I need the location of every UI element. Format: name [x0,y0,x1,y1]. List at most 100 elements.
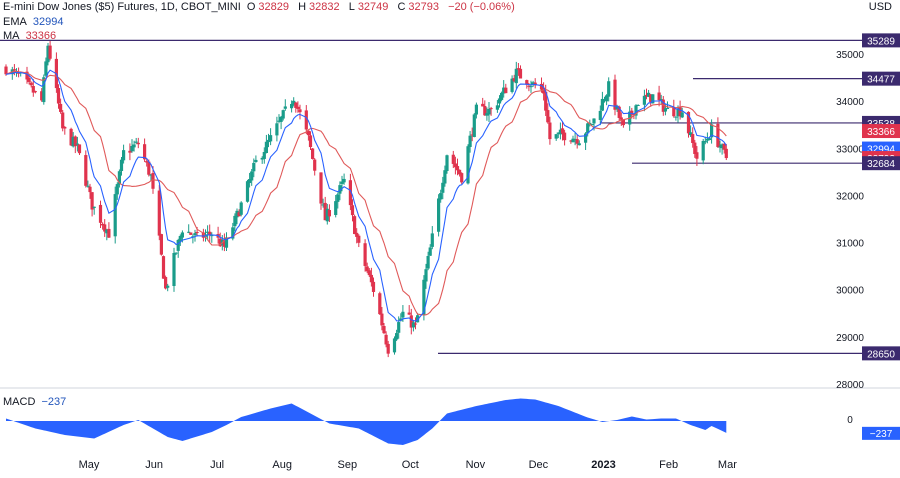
candle-body [275,123,279,136]
x-tick-label: Feb [659,459,678,471]
candle-body [613,79,617,110]
candle-body [56,88,61,104]
candle-body [254,159,258,163]
candle-body [113,194,117,237]
candle-body [77,144,82,154]
candle-body [151,173,155,189]
candle-body [527,85,531,87]
candle-body [455,166,460,171]
candle-body [500,92,504,100]
ema-value: 32994 [32,16,64,28]
candle-body [313,159,317,171]
candle-body [413,323,418,325]
price-label-text: 32994 [867,145,895,156]
candle-body [103,224,107,232]
candle-body [571,138,575,143]
candle-body [470,134,474,136]
candle-body [539,83,544,90]
candle-body [86,185,90,187]
y-tick-label: 31000 [836,239,864,250]
candle-body [510,78,514,92]
candle-body [290,103,294,109]
candle-body [458,169,462,175]
candle-body [659,99,663,101]
candle-body [395,333,399,340]
candle-body [296,106,300,109]
y-tick-label: 30000 [836,286,864,297]
candle-body [724,148,728,159]
candle-body [466,146,470,184]
macd-area [6,398,727,445]
candle-body [378,293,382,315]
ema-line [5,69,727,322]
candle-body [132,144,136,148]
candle-body [439,193,443,200]
candle-body [468,135,472,147]
candle-body [12,69,16,71]
candle-body [101,223,105,226]
candle-body [350,205,355,216]
candle-body [722,143,726,150]
x-tick-label: Dec [529,459,549,471]
candle-body [607,81,611,97]
candle-body [348,180,352,206]
candle-body [495,105,499,110]
candle-body [665,107,670,109]
candle-body [172,253,176,286]
candle-body [710,124,714,138]
candle-body [548,122,552,140]
ma-line [5,70,727,316]
candle-body [44,61,48,76]
candle-body [365,266,369,272]
candle-body [367,270,371,276]
candle-body [598,110,602,120]
price-label-box [862,124,900,139]
candle-body [644,94,649,97]
y-tick-label: 34000 [836,97,864,108]
candle-body [586,123,590,134]
candle-body [504,87,508,94]
candle-body [63,126,67,129]
macd-value: −237 [41,396,67,408]
candle-body [193,233,197,236]
candle-body [292,100,296,105]
candle-body [178,235,182,242]
macd-zero-tick: 0 [847,415,853,426]
y-tick-label: 29000 [836,333,864,344]
close-value: 32793 [408,1,440,13]
change-value: −20 (−0.06%) [448,1,515,13]
candle-body [164,277,168,289]
symbol-legend: E-mini Dow Jones ($5) Futures, 1D, CBOT_… [3,1,518,13]
candle-body [630,110,634,115]
candle-body [136,142,140,145]
candle-body [90,192,94,210]
candle-body [235,210,239,218]
candle-body [311,148,315,159]
candle-body [703,141,707,143]
open-value: 32829 [258,1,290,13]
candle-body [563,132,567,141]
candle-body [642,95,646,105]
candle-body [399,318,403,321]
candle-body [619,117,623,120]
x-tick-label: Jul [210,459,224,471]
currency-label: USD [868,1,892,13]
candle-body [720,144,724,149]
candle-body [605,95,609,102]
candle-body [407,312,411,315]
candle-body [88,186,92,193]
candle-body [409,315,413,328]
candle-body [269,135,273,142]
candle-body [218,238,222,247]
candle-body [266,139,271,143]
candle-body [308,135,313,148]
candle-body [336,194,340,202]
macd-label-text: −237 [870,429,893,440]
price-label-box [862,156,900,171]
candle-body [636,105,640,107]
candle-body [298,109,302,113]
candle-body [701,140,705,161]
price-label-box [862,346,900,361]
candle-body [73,136,77,147]
